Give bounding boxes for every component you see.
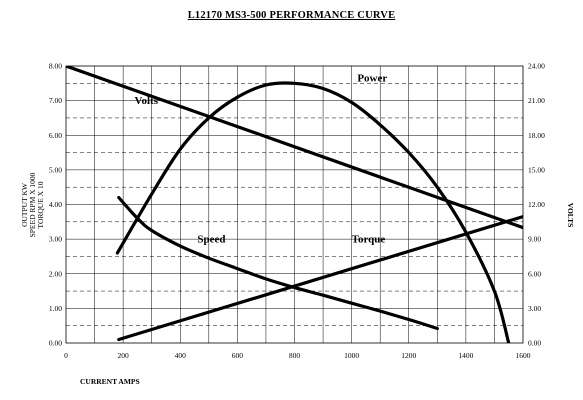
x-tick-label: 200 xyxy=(118,351,130,360)
left-y-tick-label: 7.00 xyxy=(49,96,62,105)
left-y-axis-title: OUTPUT KW SPEED RPM X 1000 TORQUE X 10 xyxy=(20,172,45,237)
x-tick-label: 600 xyxy=(232,351,244,360)
right-y-tick-labels: 0.00 3.00 6.00 9.00 12.00 15.00 18.00 21.00 24.0… xyxy=(528,62,545,348)
right-y-tick-label: 21.00 xyxy=(528,96,545,105)
x-tick-label: 1600 xyxy=(516,351,531,360)
left-y-tick-label: 5.00 xyxy=(49,165,62,174)
right-y-tick-label: 3.00 xyxy=(528,304,541,313)
x-tick-label: 400 xyxy=(175,351,187,360)
grid xyxy=(66,66,523,343)
left-y-tick-label: 0.00 xyxy=(49,339,62,348)
chart-title: L12170 MS3-500 PERFORMANCE CURVE xyxy=(187,10,396,21)
right-y-tick-label: 24.00 xyxy=(528,62,545,71)
series-labels: Volts Power Speed Torque xyxy=(135,73,388,246)
left-y-tick-label: 6.00 xyxy=(49,131,62,140)
left-y-tick-label: 2.00 xyxy=(49,269,62,278)
left-y-tick-labels: 0.00 1.00 2.00 3.00 4.00 5.00 6.00 7.00 8.00 xyxy=(49,62,62,348)
right-y-tick-label: 12.00 xyxy=(528,200,545,209)
x-tick-labels: 0 200 400 600 800 1000 1200 1400 1600 xyxy=(64,351,531,360)
left-y-axis-title-line-1: OUTPUT KW xyxy=(20,182,29,227)
x-tick-label: 0 xyxy=(64,351,68,360)
right-y-tick-label: 9.00 xyxy=(528,235,541,244)
speed-label: Speed xyxy=(197,234,225,246)
x-tick-label: 1400 xyxy=(458,351,473,360)
x-tick-label: 1200 xyxy=(401,351,416,360)
right-y-tick-label: 18.00 xyxy=(528,131,545,140)
left-y-axis-title-line-2: SPEED RPM X 1000 xyxy=(28,172,37,237)
volts-label: Volts xyxy=(135,95,159,107)
left-y-axis-title-line-3: TORQUE X 10 xyxy=(36,181,45,228)
plot-frame xyxy=(65,65,524,344)
x-axis-title: CURRENT AMPS xyxy=(80,377,140,386)
curves xyxy=(66,66,523,343)
right-y-tick-label: 15.00 xyxy=(528,165,545,174)
right-y-tick-label: 0.00 xyxy=(528,339,541,348)
left-y-tick-label: 4.00 xyxy=(49,200,62,209)
power-curve xyxy=(115,81,511,343)
left-y-tick-label: 1.00 xyxy=(49,304,62,313)
torque-label: Torque xyxy=(352,234,386,246)
speed-curve xyxy=(117,196,439,331)
x-tick-label: 1000 xyxy=(344,351,359,360)
right-y-tick-label: 6.00 xyxy=(528,269,541,278)
torque-curve xyxy=(117,215,523,342)
right-y-axis-title: VOLTS xyxy=(566,203,575,228)
x-tick-label: 800 xyxy=(289,351,301,360)
power-label: Power xyxy=(357,73,387,85)
left-y-tick-label: 8.00 xyxy=(49,62,62,71)
left-y-tick-label: 3.00 xyxy=(49,235,62,244)
